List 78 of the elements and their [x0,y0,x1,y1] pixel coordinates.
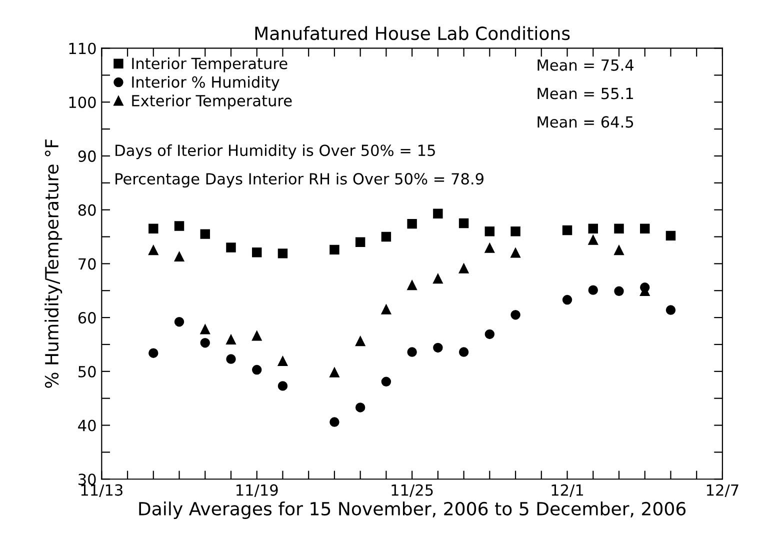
point [458,264,469,274]
point [252,248,262,258]
point [433,342,443,353]
point [200,324,210,334]
point [226,354,236,364]
point [640,224,650,234]
point [330,368,340,378]
point [381,304,392,314]
y-tick-label: 50 [78,366,96,378]
point [330,417,340,427]
y-tick-label: 40 [78,420,96,432]
annotation: Mean = 55.1 [538,88,633,100]
point [407,218,417,229]
x-axis-title: Daily Averages for 15 November, 2006 to 5 December, 2006 [139,502,686,520]
point [484,329,495,340]
point [484,243,495,253]
y-tick-label: 110 [69,42,96,54]
point [252,364,262,375]
chart-title: Manufatured House Lab Conditions [255,26,570,40]
point [148,348,158,358]
point [174,252,184,262]
point [226,242,236,252]
annotation: Days of Iterior Humidity is Over 50% = 15 [116,144,435,160]
point [588,224,598,234]
x-tick-label: 12/1 [552,484,583,498]
legend-label: Interior % Humidity [132,76,280,91]
point [381,232,392,242]
point [666,230,676,241]
point [510,248,520,258]
point [510,226,520,236]
point [614,245,624,256]
point [562,294,572,305]
y-tick-label: 60 [78,312,96,324]
point [278,356,288,366]
point [200,229,210,239]
point [355,237,366,247]
point [666,305,676,315]
point [458,218,469,228]
legend-label: Exterior Temperature [132,94,292,110]
annotation: Mean = 64.5 [538,116,634,128]
point [433,274,443,284]
point [330,244,340,255]
point [588,285,598,295]
point [355,336,366,346]
point [278,381,288,391]
point [174,221,184,231]
point [614,286,624,296]
point [510,310,520,320]
x-tick-label: 11/19 [236,484,278,498]
annotation: Percentage Days Interior RH is Over 50% = 78.9 [116,172,484,188]
point [588,235,598,245]
y-tick-label: 30 [78,474,96,486]
point [614,224,624,234]
x-tick-label: 12/7 [706,484,738,498]
x-tick-label: 11/13 [81,484,122,498]
point [484,226,495,236]
point [355,402,366,412]
x-tick-label: 11/25 [392,484,433,498]
point [407,347,417,357]
point [148,224,158,234]
point [433,208,443,218]
point [174,316,184,327]
point [562,225,572,236]
point [252,330,262,341]
point [278,248,288,258]
point [148,245,158,256]
legend-label: Interior Temperature [132,57,288,72]
point [226,334,236,344]
point [458,347,469,357]
annotation: Mean = 75.4 [538,59,634,71]
y-tick-label: 80 [78,204,96,216]
y-tick-label: 90 [78,150,96,162]
point [381,376,392,386]
y-tick-label: 100 [69,96,96,108]
y-tick-label: 70 [78,258,96,270]
point [407,280,417,290]
y-axis-title: % Humidity/Temperature °F [44,140,62,388]
point [200,338,210,348]
